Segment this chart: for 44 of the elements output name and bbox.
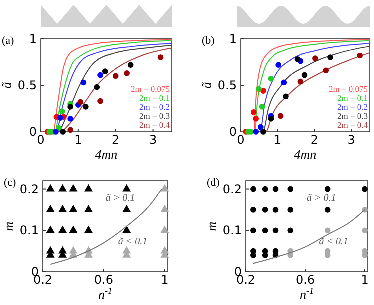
x-tick-label: 1: [74, 133, 82, 147]
y-axis-title: m: [204, 222, 219, 232]
text: 2m = 0.075: [130, 84, 170, 94]
x-axis-title: 4mn: [95, 147, 118, 162]
chart-title: (c): [4, 177, 17, 189]
annotation: ã > 0.1: [307, 193, 336, 204]
x-axis-title: 4mn: [294, 147, 317, 162]
x-tick-label: 1: [274, 133, 282, 147]
y-tick-label: 0.5: [218, 78, 237, 92]
x-tick-label: 1: [161, 273, 169, 287]
x-tick-label: 2: [310, 133, 319, 147]
text: 2m = 0.2: [139, 102, 170, 112]
y-tick-label: 0.1: [222, 224, 242, 238]
x-tick-label: 3: [348, 133, 356, 147]
chart-title: (d): [207, 177, 220, 189]
text: 2m = 0.4: [139, 120, 171, 130]
x-axis-title: n$^{-1}$: [98, 286, 113, 302]
x-tick-label: 0.6: [94, 273, 114, 287]
x-axis-title: n$^{-1}$: [300, 286, 314, 302]
y-tick-label: 0.5: [18, 78, 37, 92]
y-tick-label: 0.1: [20, 224, 39, 238]
x-tick-label: 1: [361, 273, 369, 287]
chart-title: (a): [2, 35, 15, 47]
x-tick-label: 0.6: [296, 273, 316, 287]
y-axis-title: ã: [0, 82, 14, 89]
x-tick-label: 3: [149, 133, 158, 147]
x-tick-label: 2: [112, 133, 120, 147]
text: 2m = 0.1: [337, 93, 368, 103]
text: 2m = 0.2: [337, 102, 368, 112]
text: 2m = 0.075: [328, 84, 368, 94]
y-tick-label: 0.2: [222, 182, 242, 196]
y-tick-label: 0.2: [20, 182, 39, 196]
y-axis-title: m: [1, 222, 16, 232]
text: 2m = 0.3: [337, 111, 368, 121]
y-tick-label: 1: [229, 32, 237, 46]
y-axis-title: ã: [199, 82, 214, 89]
chart-title: (b): [202, 35, 216, 47]
annotation: ã < 0.1: [319, 236, 348, 248]
annotation: ã > 0.1: [106, 193, 136, 204]
text: 2m = 0.3: [139, 111, 170, 121]
annotation: ã < 0.1: [118, 236, 148, 248]
text: 2m = 0.1: [139, 93, 170, 103]
text: 2m = 0.4: [337, 120, 369, 130]
y-tick-label: 1: [29, 32, 37, 46]
